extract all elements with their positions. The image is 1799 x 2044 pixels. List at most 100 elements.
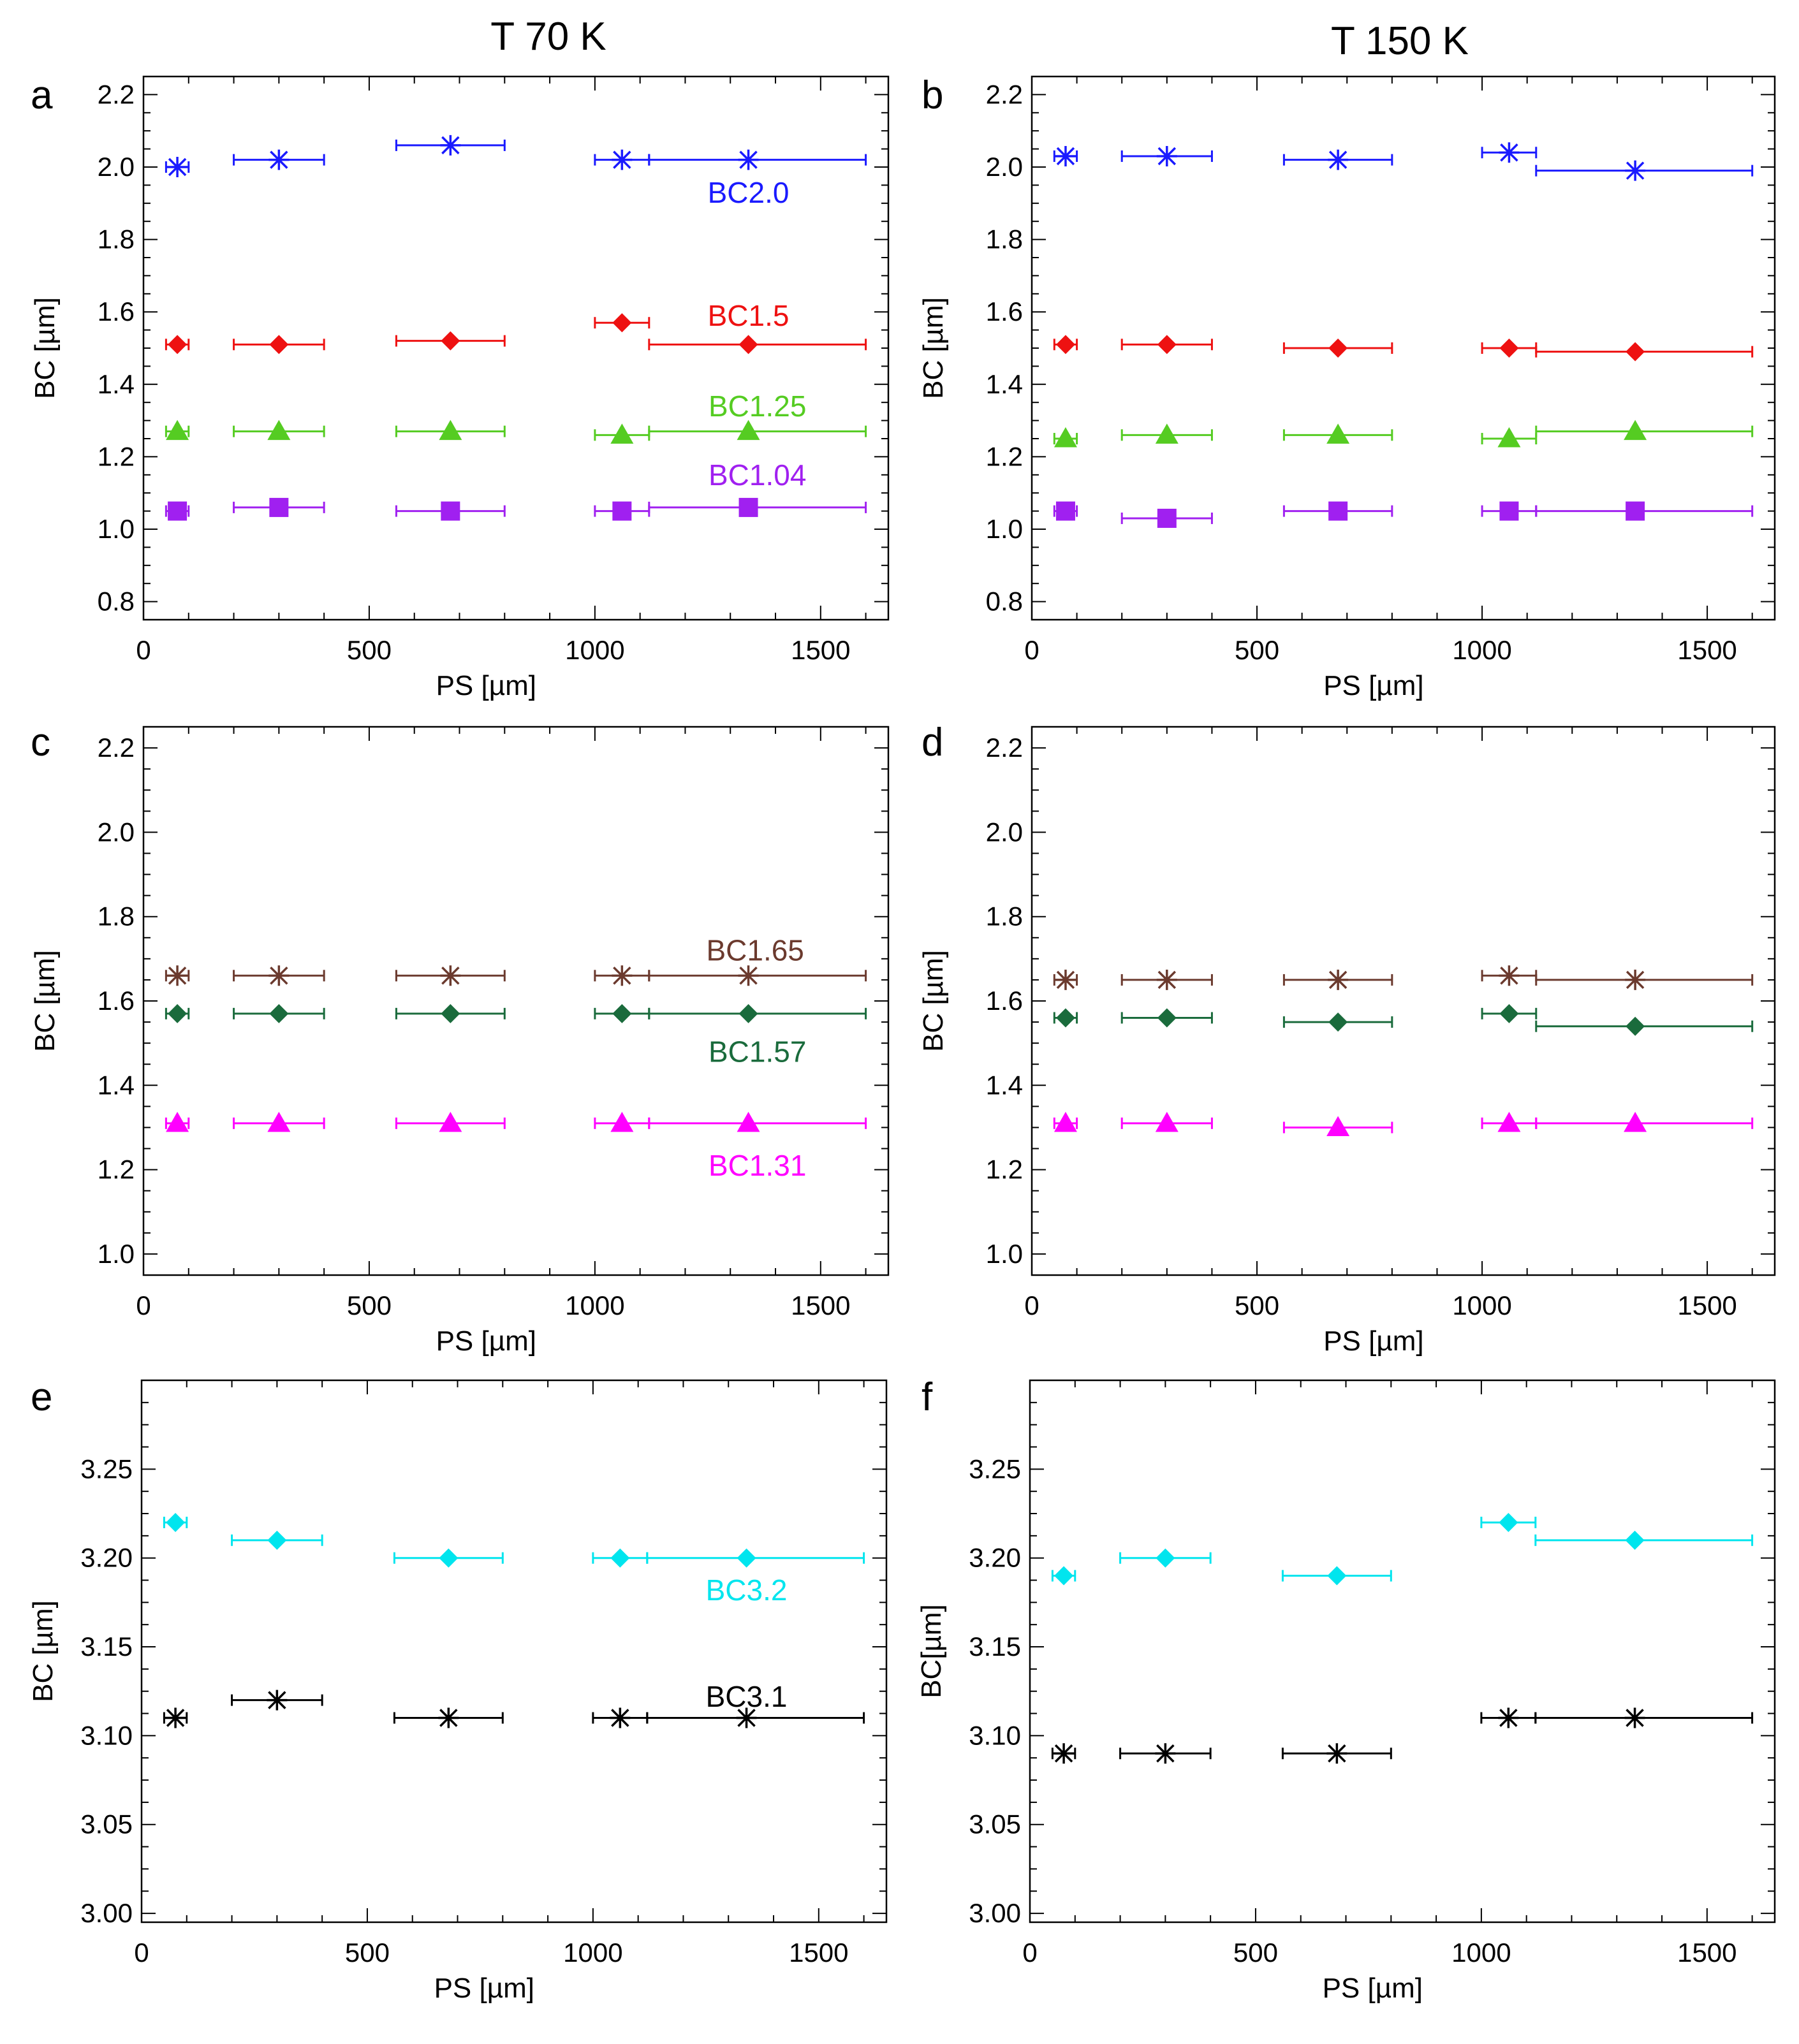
asterisk-marker — [1498, 1707, 1519, 1728]
triangle-marker — [1624, 420, 1647, 441]
series-label: BC1.04 — [709, 458, 806, 492]
panel-letter: b — [922, 73, 943, 117]
y-tick-label: 1.6 — [98, 296, 135, 326]
x-axis-label: PS [µm] — [1323, 670, 1423, 701]
x-tick-label: 1500 — [1677, 1290, 1737, 1320]
panels: a 0 500 1000 1500 0.8 1.0 1.2 1.4 1.6 1.8 2.0 2.2 PS … — [27, 73, 1776, 2004]
x-axis-label: PS [µm] — [436, 1325, 536, 1357]
asterisk-marker — [610, 1707, 631, 1728]
asterisk-marker — [1055, 145, 1076, 166]
y-tick-label: 3.15 — [969, 1632, 1021, 1661]
triangle-marker — [737, 420, 760, 441]
asterisk-marker — [1155, 1743, 1176, 1764]
y-tick-label: 2.0 — [986, 152, 1023, 182]
asterisk-marker — [1499, 142, 1520, 163]
square-marker — [1157, 508, 1177, 528]
triangle-marker — [1497, 427, 1521, 448]
diamond-marker — [610, 1548, 630, 1568]
x-axis-label: PS [µm] — [1323, 1325, 1423, 1357]
diamond-marker — [441, 1004, 460, 1023]
diamond-marker — [1055, 335, 1075, 354]
y-tick-label: 3.10 — [80, 1720, 133, 1750]
y-tick-label: 1.8 — [986, 902, 1023, 931]
series-label: BC3.2 — [706, 1573, 788, 1607]
diamond-marker — [441, 331, 460, 351]
y-tick-label: 1.8 — [986, 224, 1023, 254]
x-tick-label: 500 — [1233, 1938, 1278, 1967]
series-BC3-2: BC3.2 — [163, 1512, 865, 1607]
x-tick-label: 1000 — [565, 635, 624, 665]
asterisk-marker — [268, 965, 290, 986]
diamond-marker — [1055, 1008, 1075, 1028]
series-BC1-5: BC1.5 — [165, 299, 867, 354]
y-axis-label: BC [µm] — [29, 297, 61, 399]
x-tick-label: 500 — [347, 635, 392, 665]
square-marker — [269, 497, 289, 517]
y-tick-label: 3.05 — [80, 1809, 133, 1839]
x-axis-label: PS [µm] — [436, 670, 536, 701]
y-tick-label: 2.0 — [986, 817, 1023, 847]
column-title-right: T 150 K — [1331, 19, 1469, 63]
x-tick-label: 1000 — [1451, 1938, 1511, 1967]
x-tick-label: 1000 — [1452, 1290, 1511, 1320]
y-tick-label: 1.6 — [986, 986, 1023, 1016]
plot-frame — [140, 1379, 888, 1924]
asterisk-marker — [738, 149, 759, 170]
asterisk-marker — [167, 965, 188, 986]
asterisk-marker — [167, 157, 188, 177]
series-BC1-5 — [1053, 335, 1754, 361]
asterisk-marker — [268, 149, 290, 170]
triangle-marker — [610, 1111, 634, 1132]
y-axis-label: BC [µm] — [918, 297, 949, 399]
x-tick-label: 0 — [136, 1290, 151, 1320]
series-BC1-31 — [1053, 1111, 1754, 1136]
triangle-marker — [1054, 1111, 1077, 1132]
diamond-marker — [1157, 335, 1177, 354]
series-BC1-25: BC1.25 — [165, 390, 867, 444]
diamond-marker — [1157, 1008, 1177, 1028]
asterisk-marker — [440, 965, 461, 986]
series-BC1-57 — [1053, 1004, 1754, 1036]
y-tick-label: 3.00 — [969, 1898, 1021, 1928]
triangle-marker — [1326, 423, 1350, 444]
square-marker — [1328, 501, 1348, 521]
diamond-marker — [1626, 342, 1645, 361]
x-tick-label: 500 — [347, 1290, 392, 1320]
y-tick-label: 1.4 — [986, 1070, 1023, 1100]
series-label: BC2.0 — [708, 176, 789, 209]
triangle-marker — [267, 1111, 291, 1132]
diamond-marker — [1499, 1004, 1519, 1023]
x-tick-label: 0 — [134, 1938, 149, 1967]
y-tick-label: 1.4 — [98, 369, 135, 399]
y-tick-label: 3.25 — [80, 1454, 133, 1484]
diamond-marker — [168, 335, 187, 354]
series-label: BC1.57 — [709, 1035, 806, 1068]
diamond-marker — [269, 1004, 289, 1023]
y-tick-label: 1.2 — [98, 1155, 135, 1185]
plot-frame — [1029, 1379, 1776, 1924]
y-tick-label: 1.4 — [98, 1070, 135, 1100]
panel-letter: e — [31, 1375, 52, 1419]
triangle-marker — [737, 1111, 760, 1132]
triangle-marker — [267, 420, 291, 441]
asterisk-marker — [1054, 1743, 1075, 1764]
y-tick-label: 3.20 — [80, 1543, 133, 1573]
asterisk-marker — [1625, 969, 1646, 990]
plot-frame — [1031, 726, 1776, 1276]
panel-letter: f — [922, 1375, 933, 1419]
series-label: BC1.65 — [706, 934, 804, 967]
square-marker — [441, 501, 460, 521]
plot-frame — [142, 75, 890, 621]
panel-d: d 0 500 1000 1500 1.0 1.2 1.4 1.6 1.8 2.0 2.2 PS [µm… — [918, 720, 1776, 1357]
diamond-marker — [267, 1530, 287, 1550]
series-BC1-04: BC1.04 — [165, 458, 867, 521]
diamond-marker — [1327, 1566, 1347, 1586]
panel-letter: c — [31, 720, 50, 764]
diamond-marker — [1499, 339, 1519, 358]
square-marker — [1055, 501, 1075, 521]
series-BC2-0 — [1053, 142, 1754, 181]
square-marker — [168, 501, 187, 521]
y-tick-label: 3.00 — [80, 1898, 133, 1928]
y-tick-label: 1.4 — [986, 369, 1023, 399]
